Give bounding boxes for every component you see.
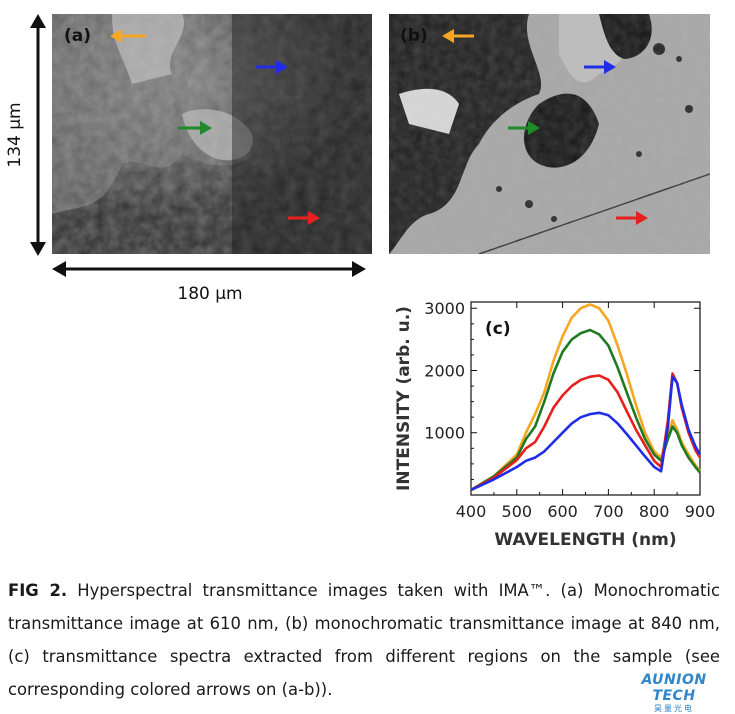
series-line-3 [470,375,702,492]
red-arrow-a [288,211,320,225]
panel-arrows [110,29,648,225]
figure-caption: FIG 2. Hyperspectral transmittance image… [8,574,720,706]
x-tick-label: 600 [547,502,578,521]
caption-fig-label: FIG 2. [8,581,68,600]
y-tick-label: 2000 [424,361,465,380]
x-tick-label: 700 [593,502,624,521]
y-tick-label: 1000 [424,424,465,443]
y-tick-label: 3000 [424,299,465,318]
orange-arrow-b [442,29,474,43]
logo-sub-text: 昊量光电 [654,704,694,713]
spectra-chart: 400 500 600 700 800 900 1000 2000 3000 WAVELENGTH… [394,299,716,550]
x-axis-label: WAVELENGTH (nm) [494,530,676,550]
aunion-tech-logo: AUNION TECH 昊量光电 [622,672,726,714]
blue-arrow-a [256,60,288,74]
x-tick-label: 900 [685,502,716,521]
y-axis-label: INTENSITY (arb. u.) [394,306,414,491]
blue-arrow-b [584,60,616,74]
horizontal-scale-label: 180 μm [177,284,243,304]
panel-a-image [52,14,372,254]
orange-arrow-a [110,29,146,43]
x-tick-label: 400 [456,502,487,521]
x-tick-label: 800 [639,502,670,521]
vertical-scale-bar [30,14,46,256]
x-tick-label: 500 [502,502,533,521]
caption-text: Hyperspectral transmittance images taken… [8,581,720,699]
chart-panel-label: (c) [485,319,511,339]
logo-main-text: AUNION TECH [641,672,707,704]
panel-b-image [389,14,710,254]
horizontal-scale-bar [52,261,366,277]
panel-b-label: (b) [400,26,428,46]
series-line-1 [470,328,702,492]
series-line-0 [470,303,702,492]
green-arrow-b [508,121,540,135]
green-arrow-a [178,121,212,135]
red-arrow-b [616,211,648,225]
panel-a-label: (a) [64,26,92,46]
